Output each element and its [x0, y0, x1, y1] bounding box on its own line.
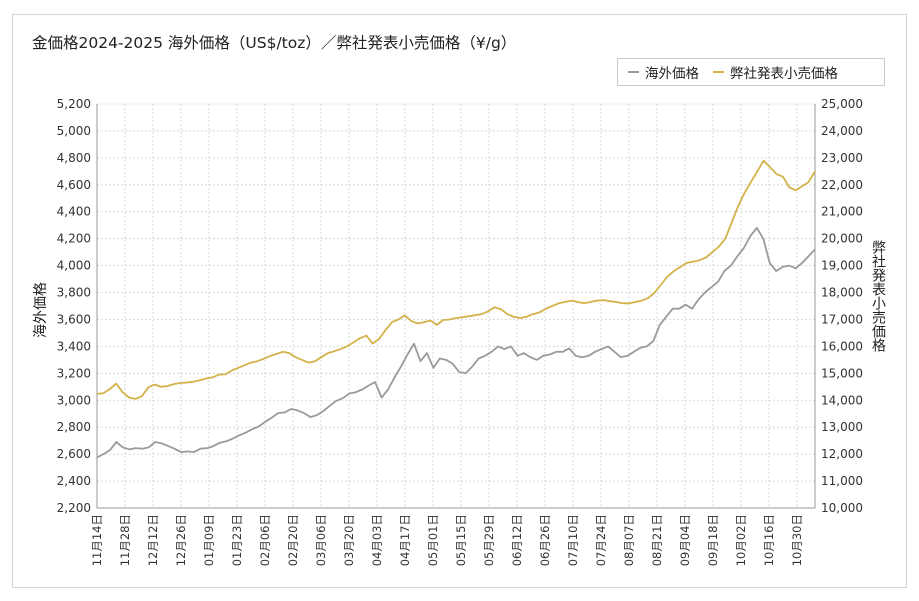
x-tick-label: 09月04日 — [678, 514, 692, 566]
x-tick-label: 07月10日 — [566, 514, 580, 566]
x-tick-label: 12月12日 — [146, 514, 160, 566]
y-tick-label-right: 20,000 — [821, 232, 863, 246]
x-tick-label: 08月21日 — [650, 514, 664, 566]
series-line-overseas — [96, 226, 816, 459]
x-tick-label: 11月28日 — [118, 514, 132, 566]
x-tick-label: 05月29日 — [482, 514, 496, 566]
y-tick-label-right: 17,000 — [821, 312, 863, 326]
y-tick-label-right: 23,000 — [821, 151, 863, 165]
x-tick-label: 02月06日 — [258, 514, 272, 566]
y-tick-label-right: 14,000 — [821, 393, 863, 407]
legend-label-overseas: 海外価格 — [645, 66, 699, 82]
y-tick-label-right: 22,000 — [821, 178, 863, 192]
x-tick-label: 09月18日 — [706, 514, 720, 566]
x-tick-label: 05月15日 — [454, 514, 468, 566]
x-tick-label: 08月07日 — [622, 514, 636, 566]
legend-item-retail: 弊社発表小売価格 — [713, 62, 838, 82]
x-tick-label: 05月01日 — [426, 514, 440, 566]
y-tick-label-right: 19,000 — [821, 259, 863, 273]
y-tick-label-right: 13,000 — [821, 420, 863, 434]
legend-swatch-overseas — [628, 71, 639, 73]
y-tick-label-left: 5,200 — [57, 97, 91, 111]
y-tick-label-left: 4,600 — [57, 178, 91, 192]
chart-legend: 海外価格 弊社発表小売価格 — [617, 58, 885, 86]
x-tick-label: 06月12日 — [510, 514, 524, 566]
legend-swatch-retail — [713, 71, 724, 73]
x-tick-label: 10月30日 — [790, 514, 804, 566]
y-tick-label-right: 10,000 — [821, 501, 863, 515]
y-axis-left-label: 海外価格 — [33, 282, 49, 338]
x-tick-label: 06月26日 — [538, 514, 552, 566]
x-tick-label: 04月03日 — [370, 514, 384, 566]
y-tick-label-left: 3,200 — [57, 366, 91, 380]
y-tick-label-left: 3,400 — [57, 339, 91, 353]
y-tick-label-left: 4,400 — [57, 205, 91, 219]
y-tick-label-right: 21,000 — [821, 205, 863, 219]
y-tick-label-right: 12,000 — [821, 447, 863, 461]
y-tick-label-left: 2,400 — [57, 474, 91, 488]
y-tick-label-left: 4,000 — [57, 259, 91, 273]
legend-item-overseas: 海外価格 — [628, 62, 699, 82]
x-tick-label: 04月17日 — [398, 514, 412, 566]
x-tick-label: 03月20日 — [342, 514, 356, 566]
y-tick-label-left: 2,800 — [57, 420, 91, 434]
x-tick-label: 01月09日 — [202, 514, 216, 566]
series-line-retail — [96, 159, 816, 400]
y-tick-label-right: 11,000 — [821, 474, 863, 488]
y-tick-label-right: 16,000 — [821, 339, 863, 353]
y-tick-label-right: 24,000 — [821, 124, 863, 138]
chart-frame — [12, 14, 907, 588]
y-tick-label-left: 3,000 — [57, 393, 91, 407]
x-tick-label: 03月06日 — [314, 514, 328, 566]
y-tick-label-left: 4,800 — [57, 151, 91, 165]
x-tick-label: 11月14日 — [90, 514, 104, 566]
y-tick-label-right: 25,000 — [821, 97, 863, 111]
x-tick-label: 10月16日 — [762, 514, 776, 566]
y-tick-label-left: 5,000 — [57, 124, 91, 138]
y-axis-right-label: 弊社発表小売価格 — [870, 240, 886, 352]
legend-label-retail: 弊社発表小売価格 — [730, 66, 838, 82]
chart-title: 金価格2024-2025 海外価格（US$/toz）／弊社発表小売価格（¥/g） — [32, 34, 517, 52]
y-tick-label-left: 2,200 — [57, 501, 91, 515]
y-tick-label-left: 2,600 — [57, 447, 91, 461]
x-tick-label: 02月20日 — [286, 514, 300, 566]
y-tick-label-right: 18,000 — [821, 286, 863, 300]
x-tick-label: 12月26日 — [174, 514, 188, 566]
y-tick-label-left: 4,200 — [57, 232, 91, 246]
x-tick-label: 10月02日 — [734, 514, 748, 566]
x-tick-label: 01月23日 — [230, 514, 244, 566]
x-tick-label: 07月24日 — [594, 514, 608, 566]
y-tick-label-left: 3,600 — [57, 312, 91, 326]
y-tick-label-left: 3,800 — [57, 286, 91, 300]
y-tick-label-right: 15,000 — [821, 366, 863, 380]
